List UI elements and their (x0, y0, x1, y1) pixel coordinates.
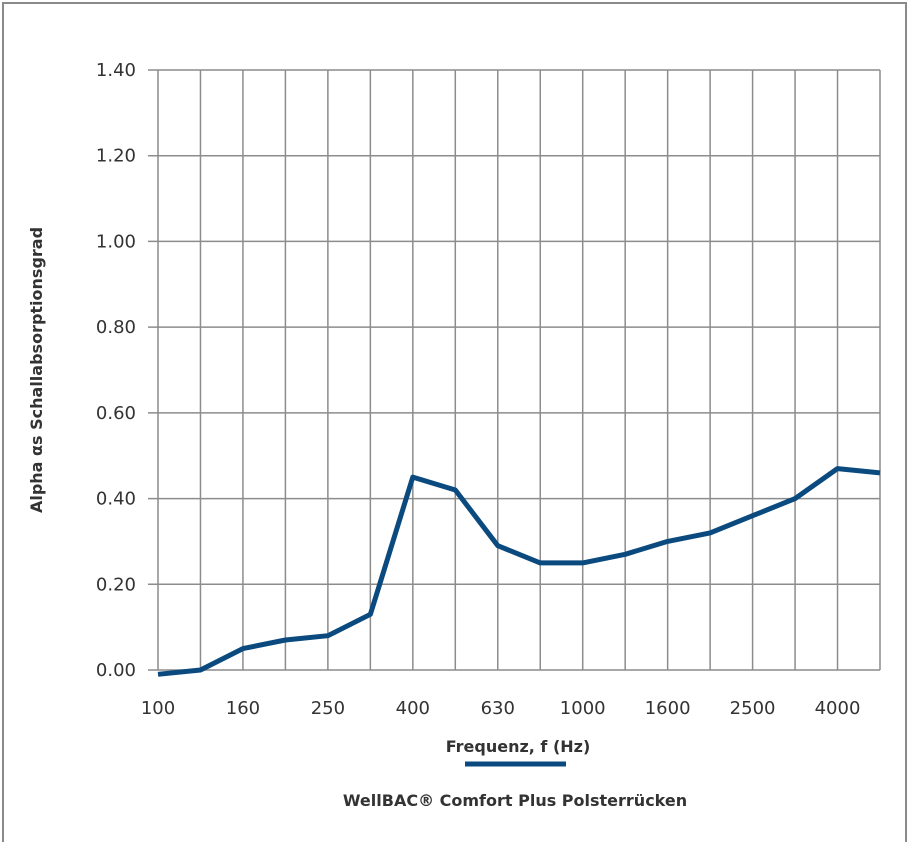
x-tick-label: 630 (481, 698, 515, 719)
x-axis-title: Frequenz, f (Hz) (446, 737, 591, 756)
y-tick-label: 0.60 (96, 403, 136, 424)
x-tick-label: 1600 (645, 698, 691, 719)
x-tick-labels: 100 160 250 400 630 1000 1600 2500 4000 (141, 698, 861, 719)
x-tick-label: 250 (311, 698, 345, 719)
y-tick-label: 1.20 (96, 146, 136, 167)
y-tick-labels: 0.00 0.20 0.40 0.60 0.80 1.00 1.20 1.40 (96, 60, 136, 681)
x-tick-label: 100 (141, 698, 175, 719)
y-tick-label: 1.40 (96, 60, 136, 81)
x-tick-label: 4000 (815, 698, 861, 719)
x-tick-label: 1000 (560, 698, 606, 719)
y-tick-label: 0.20 (96, 574, 136, 595)
y-tick-label: 0.40 (96, 489, 136, 510)
y-tick-label: 0.80 (96, 317, 136, 338)
x-tick-label: 2500 (730, 698, 776, 719)
x-tick-label: 400 (396, 698, 430, 719)
series-lines (157, 466, 881, 677)
grid-lines (148, 69, 881, 671)
legend-label: WellBAC® Comfort Plus Polsterrücken (343, 791, 687, 810)
x-tick-label: 160 (226, 698, 260, 719)
y-tick-label: 0.00 (96, 660, 136, 681)
y-axis-title: Alpha αs Schallabsorptionsgrad (27, 227, 46, 513)
series-line (157, 466, 881, 677)
y-tick-label: 1.00 (96, 231, 136, 252)
